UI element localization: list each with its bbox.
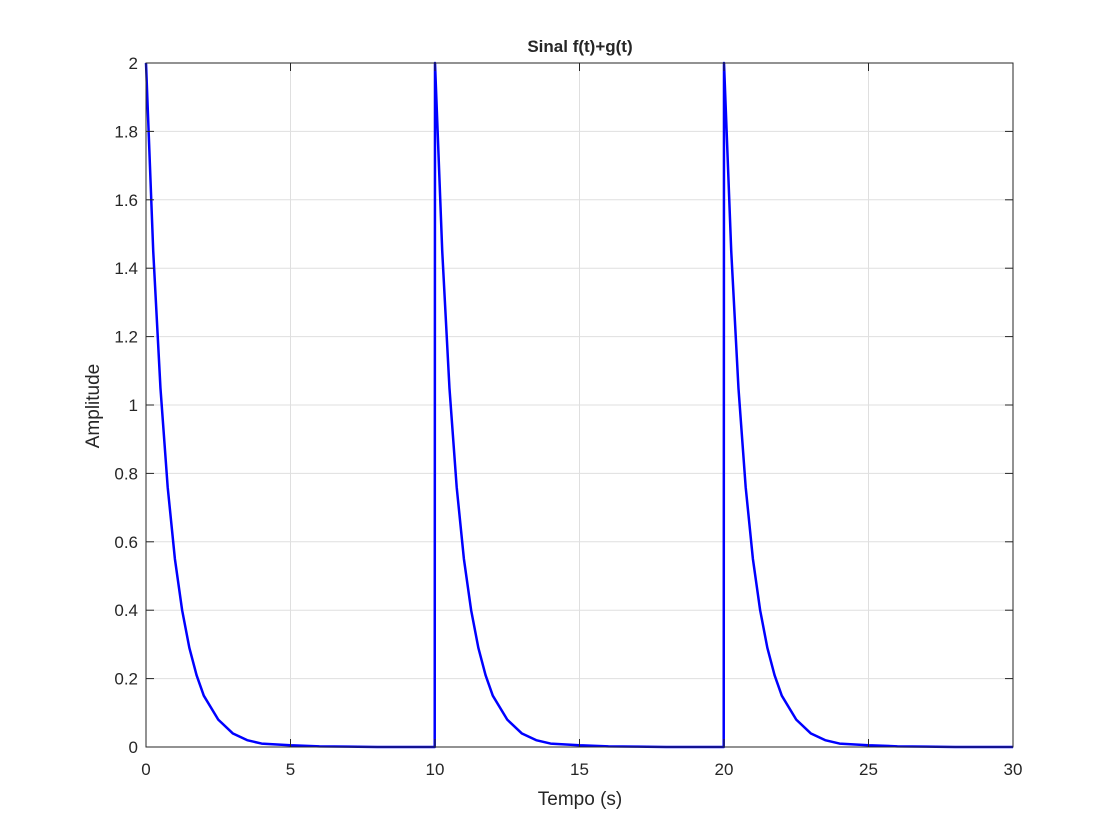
tick-marks <box>145 62 1014 748</box>
x-tick-label: 10 <box>426 760 445 779</box>
y-tick-label: 1.4 <box>114 259 138 278</box>
series-layer <box>144 61 1013 749</box>
x-axis-label: Tempo (s) <box>538 789 622 810</box>
y-tick-label: 1.8 <box>114 122 138 141</box>
x-tick-label: 20 <box>715 760 734 779</box>
y-tick-label: 0.4 <box>114 601 138 620</box>
y-tick-label: 0 <box>129 738 138 757</box>
x-tick-label: 30 <box>1004 760 1023 779</box>
x-tick-label: 0 <box>141 760 150 779</box>
x-tick-label: 25 <box>859 760 878 779</box>
y-axis-label: Amplitude <box>83 364 104 449</box>
x-tick-label: 5 <box>286 760 295 779</box>
y-tick-labels: 0 0.2 0.4 0.6 0.8 1 1.2 1.4 1.6 1.8 2 <box>114 54 138 757</box>
y-tick-label: 2 <box>129 54 138 73</box>
y-tick-label: 0.2 <box>114 670 138 689</box>
y-tick-label: 1 <box>129 396 138 415</box>
y-tick-label: 0.8 <box>114 464 138 483</box>
series-line <box>144 61 1013 749</box>
x-tick-label: 15 <box>570 760 589 779</box>
y-tick-label: 1.6 <box>114 191 138 210</box>
y-tick-label: 0.6 <box>114 533 138 552</box>
x-tick-labels: 0 5 10 15 20 25 30 <box>141 760 1022 779</box>
y-tick-label: 1.2 <box>114 328 138 347</box>
chart-title: Sinal f(t)+g(t) <box>527 37 632 56</box>
